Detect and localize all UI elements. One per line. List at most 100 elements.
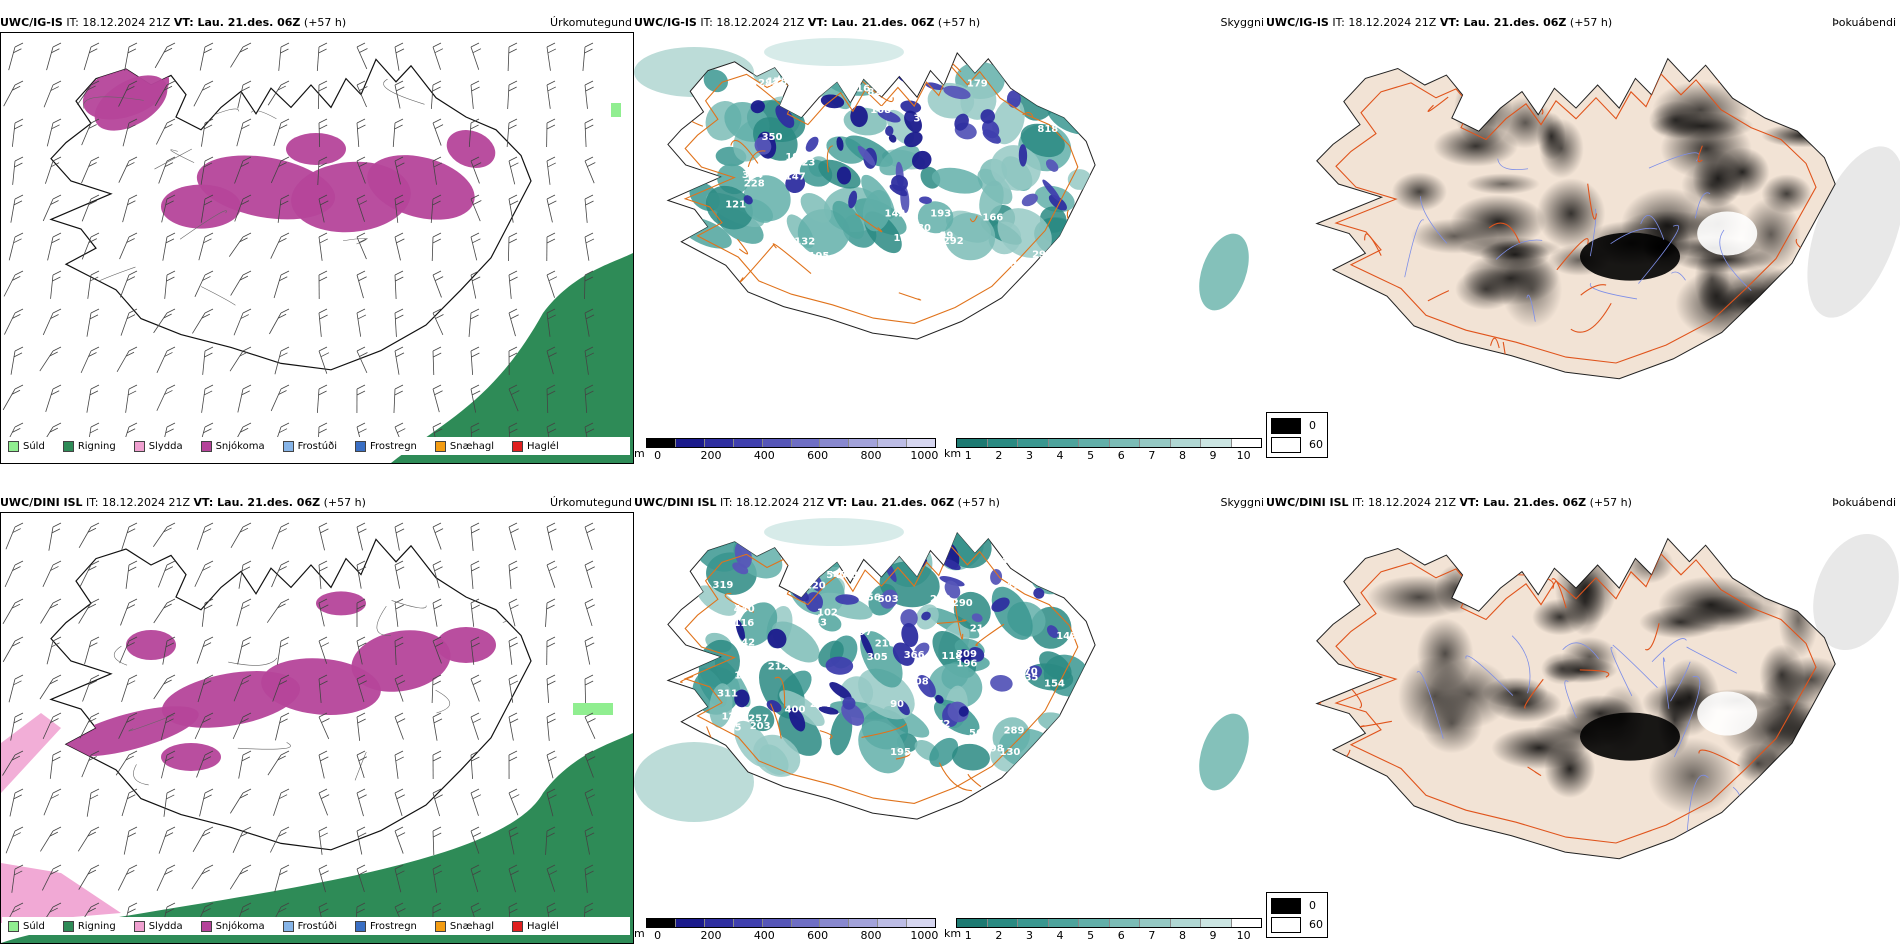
visibility-value-label: 147 [785, 172, 806, 183]
colorbar-tick: 400 [753, 449, 775, 462]
init-time: IT: 18.12.2024 21Z [700, 16, 805, 29]
lead-offset: (+57 h) [957, 496, 1000, 509]
legend-swatch [8, 920, 19, 932]
legend-label: Rigning [77, 920, 116, 932]
visibility-value-label: 547 [826, 570, 847, 581]
visibility-value-label: 223 [795, 158, 816, 169]
visibility-value-label: 99 [939, 230, 953, 241]
legend-swatch [355, 920, 366, 932]
visibility-value-label: 416 [1006, 581, 1027, 592]
legend-item: Slydda [128, 920, 183, 932]
legend-label: Frostregn [370, 440, 417, 452]
visibility-value-label: 108 [747, 655, 768, 666]
visibility-value-label: 134 [894, 233, 915, 244]
colorbar-bin [1018, 919, 1049, 927]
colorbar-bin [1079, 919, 1110, 927]
colorbar-tick: 7 [1148, 449, 1156, 462]
colorbar-bin [1231, 439, 1261, 447]
legend-label: Snæhagl [449, 920, 495, 932]
init-time: IT: 18.12.2024 21Z [720, 496, 825, 509]
colorbar-bin [820, 439, 850, 447]
fog-map [1266, 512, 1900, 944]
visibility-map: 195 338 132 282 251 99 228 193 121 142 175 166 292 17… [634, 32, 1266, 464]
colorbar-bin [733, 919, 763, 927]
visibility-value-label: 209 [956, 649, 977, 660]
legend-swatch [434, 440, 446, 452]
colorbar-bin [791, 439, 821, 447]
colorbar-bin [957, 439, 988, 447]
visibility-value-label: 400 [785, 704, 806, 715]
colorbar-tick: 3 [1025, 449, 1033, 462]
colorbar-bin [907, 439, 936, 447]
colorbar-tick: 4 [1056, 449, 1064, 462]
visibility-value-label: 282 [945, 259, 966, 270]
colorbar-bin [675, 919, 705, 927]
visibility-value-label: 190 [785, 152, 806, 163]
colorbar-tick: 600 [807, 449, 829, 462]
colorbar-tick: 5 [1087, 929, 1095, 942]
panel-header: UWC/IG-IS IT: 18.12.2024 21Z VT: Lau. 21… [1266, 14, 1900, 32]
visibility-value-label: 333 [1009, 706, 1030, 717]
precip-type-legend: Súld Rigning Slydda Snjókoma Frostúði Frostre… [2, 437, 630, 455]
visibility-value-label: 143 [806, 618, 827, 629]
elevation-colorbar: 0 200 400 600 800 1000 m [634, 918, 938, 942]
visibility-value-label: 319 [713, 580, 734, 591]
fog-legend-label: 0 [1309, 419, 1316, 432]
colorbar-bin [1140, 439, 1171, 447]
legend-item: Frostregn [349, 440, 417, 452]
visibility-value-label: 212 [768, 662, 789, 673]
colorbar-bin [791, 919, 821, 927]
visibility-value-label: 297 [1032, 249, 1053, 260]
legend-item: Rigning [57, 440, 116, 452]
legend-swatch [512, 920, 524, 932]
colorbar-tick: 9 [1209, 929, 1217, 942]
colorbar-tick: 200 [700, 929, 722, 942]
legend-swatch [133, 440, 145, 452]
colorbar-bin [675, 439, 705, 447]
colorbar-unit: m [634, 927, 645, 940]
legend-item: Rigning [57, 920, 116, 932]
colorbar-bin [704, 439, 734, 447]
model-name: UWC/IG-IS [1266, 16, 1329, 29]
fog-legend-swatch [1271, 417, 1301, 434]
panel-header: UWC/IG-IS IT: 18.12.2024 21Z VT: Lau. 21… [0, 14, 634, 32]
colorbar-bin [849, 439, 879, 447]
legend-label: Frostúði [297, 920, 337, 932]
fog-legend-label: 60 [1309, 918, 1323, 931]
panel-title: Skyggni [1220, 496, 1264, 509]
valid-time: VT: Lau. 21.des. 06Z [1439, 16, 1567, 29]
visibility-value-label: 116 [733, 618, 754, 629]
visibility-value-label: 95 [728, 722, 742, 733]
elevation-colorbar: 0 200 400 600 800 1000 m [634, 438, 938, 462]
colorbar-tick: 2 [995, 929, 1003, 942]
legend-item: Frostregn [349, 920, 417, 932]
colorbar-bin [1109, 439, 1140, 447]
legend-label: Haglél [527, 440, 559, 452]
colorbar-tick: 3 [1025, 929, 1033, 942]
colorbar-bin [1140, 919, 1171, 927]
visibility-value-label: 154 [1044, 679, 1065, 690]
colorbar-tick: 0 [654, 929, 662, 942]
visibility-value-label: 350 [762, 132, 783, 143]
colorbar-tick: 800 [860, 449, 882, 462]
legend-item: Haglél [506, 920, 559, 932]
visibility-value-label: 314 [742, 170, 763, 181]
legend-label: Frostregn [370, 920, 417, 932]
colorbar-bin [987, 919, 1018, 927]
precip-map [0, 32, 634, 464]
legend-swatch [133, 920, 145, 932]
visibility-value-label: 289 [1004, 726, 1025, 737]
precip-type-panel-dini: UWC/DINI ISL IT: 18.12.2024 21Z VT: Lau.… [0, 494, 634, 944]
legend-item: Snæhagl [429, 440, 494, 452]
visibility-colorbar: 1 2 3 4 5 6 7 8 9 10 km [944, 438, 1262, 462]
fog-legend-swatch [1271, 436, 1301, 453]
visibility-value-label: 440 [734, 604, 755, 615]
lead-offset: (+57 h) [303, 16, 347, 29]
colorbar-bin [849, 919, 879, 927]
colorbar-tick: 400 [753, 929, 775, 942]
legend-label: Súld [23, 440, 45, 452]
colorbar-tick: 200 [700, 449, 722, 462]
fog-legend-row: 0 [1271, 896, 1323, 915]
visibility-value-label: 282 [758, 78, 779, 89]
visibility-value-label: 118 [941, 651, 962, 662]
